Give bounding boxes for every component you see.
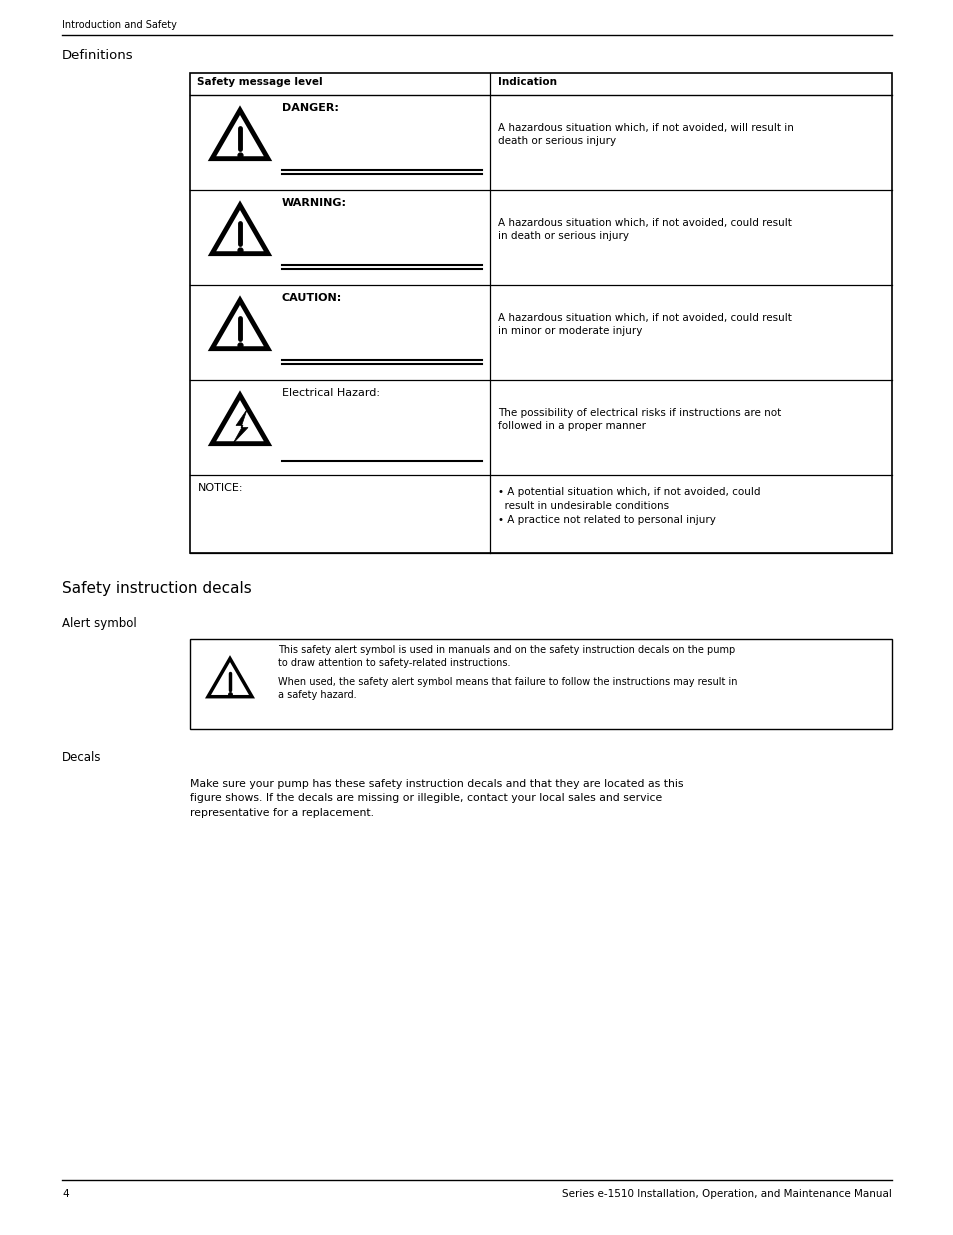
Text: DANGER:: DANGER: xyxy=(282,103,338,112)
Text: Series e-1510 Installation, Operation, and Maintenance Manual: Series e-1510 Installation, Operation, a… xyxy=(561,1189,891,1199)
Text: When used, the safety alert symbol means that failure to follow the instructions: When used, the safety alert symbol means… xyxy=(277,677,737,700)
Text: • A potential situation which, if not avoided, could
  result in undesirable con: • A potential situation which, if not av… xyxy=(497,488,760,525)
Text: A hazardous situation which, if not avoided, could result
in death or serious in: A hazardous situation which, if not avoi… xyxy=(497,217,791,241)
Text: The possibility of electrical risks if instructions are not
followed in a proper: The possibility of electrical risks if i… xyxy=(497,408,781,431)
FancyBboxPatch shape xyxy=(190,73,891,553)
Text: This safety alert symbol is used in manuals and on the safety instruction decals: This safety alert symbol is used in manu… xyxy=(277,645,735,668)
Text: Electrical Hazard:: Electrical Hazard: xyxy=(282,388,379,398)
Text: A hazardous situation which, if not avoided, could result
in minor or moderate i: A hazardous situation which, if not avoi… xyxy=(497,312,791,336)
Text: Definitions: Definitions xyxy=(62,49,133,62)
Text: Indication: Indication xyxy=(497,77,557,86)
Text: WARNING:: WARNING: xyxy=(282,198,347,207)
Text: Make sure your pump has these safety instruction decals and that they are locate: Make sure your pump has these safety ins… xyxy=(190,779,682,818)
Text: A hazardous situation which, if not avoided, will result in
death or serious inj: A hazardous situation which, if not avoi… xyxy=(497,122,793,146)
Text: Alert symbol: Alert symbol xyxy=(62,618,136,630)
Text: 4: 4 xyxy=(62,1189,69,1199)
Text: CAUTION:: CAUTION: xyxy=(282,293,342,303)
FancyBboxPatch shape xyxy=(190,638,891,729)
Text: NOTICE:: NOTICE: xyxy=(198,483,243,493)
Text: Introduction and Safety: Introduction and Safety xyxy=(62,20,176,30)
Text: Safety instruction decals: Safety instruction decals xyxy=(62,580,252,597)
Text: Decals: Decals xyxy=(62,751,101,764)
Text: Safety message level: Safety message level xyxy=(196,77,322,86)
Polygon shape xyxy=(233,410,248,443)
